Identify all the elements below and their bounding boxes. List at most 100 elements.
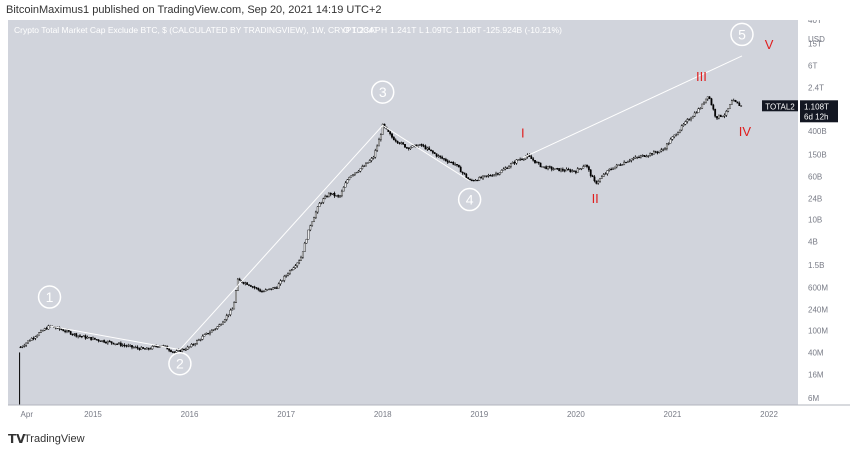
candle-body: [333, 193, 336, 197]
x-axis[interactable]: Apr 2015 2016 2017 2018 2019 2020 2021 2022: [8, 404, 850, 419]
y-axis[interactable]: 40T15T6T2.4T1T400B150B60B24B10B4B1.5B600…: [808, 20, 828, 403]
candle-body: [504, 167, 507, 170]
chart-plot-area[interactable]: [8, 20, 798, 405]
wave-label-4[interactable]: 4: [457, 187, 482, 212]
candle-body: [734, 100, 737, 103]
candle-body: [324, 196, 327, 199]
tradingview-logo-icon[interactable]: 𝗧𝗩: [8, 432, 26, 446]
candle-body: [370, 158, 373, 161]
market-cap-chart[interactable]: Crypto Total Market Cap Exclude BTC, $ (…: [0, 20, 850, 428]
y-tick-label: 4B: [808, 238, 818, 247]
candle-body: [699, 108, 702, 110]
candle-body: [723, 114, 726, 117]
candle-body: [84, 335, 87, 339]
candle-body: [418, 144, 421, 146]
trendline[interactable]: [179, 125, 384, 350]
trendlines: [49, 55, 743, 351]
wave-number: 1: [46, 289, 54, 305]
candle-body: [363, 165, 366, 168]
wave-label-3[interactable]: 3: [370, 80, 395, 104]
candle-body: [678, 129, 681, 133]
subwave-label-III[interactable]: III: [696, 69, 707, 84]
candle-body: [301, 251, 304, 258]
candle-body: [249, 285, 252, 287]
candle-body: [586, 164, 588, 167]
price-series: [19, 96, 743, 405]
y-tick-label: 240M: [808, 305, 828, 314]
candle-body: [543, 166, 546, 168]
candle-body: [604, 173, 607, 175]
candle-body: [602, 174, 605, 177]
price-tag-bg: [800, 100, 838, 123]
candle-body: [47, 325, 50, 330]
candle-body: [290, 269, 293, 271]
candle-body: [151, 346, 154, 350]
price-axis-area[interactable]: [798, 20, 850, 405]
subwave-label-II[interactable]: II: [592, 191, 599, 206]
candle-body: [101, 340, 104, 342]
subwave-label-V[interactable]: V: [765, 37, 774, 52]
candle-body: [732, 100, 735, 102]
candle-body: [703, 102, 705, 105]
ohlc-close-label: C: [446, 25, 452, 35]
candle-body: [298, 260, 301, 264]
candle-body: [279, 280, 282, 285]
candle-body: [589, 169, 592, 176]
candle-body: [521, 158, 523, 161]
candle-body: [695, 112, 698, 114]
candle-body: [574, 171, 577, 173]
footer-brand[interactable]: TradingView: [24, 433, 85, 445]
ohlc-high-value: 1.241T: [390, 25, 416, 35]
candle-body: [23, 345, 26, 347]
candle-body: [721, 115, 724, 118]
candle-body: [220, 324, 223, 326]
candle-body: [197, 339, 200, 341]
candle-body: [665, 143, 668, 149]
x-tick-label: 2021: [664, 410, 682, 419]
candle-body: [513, 162, 516, 164]
candle-body: [448, 161, 451, 164]
subwave-label-IV[interactable]: IV: [739, 124, 752, 139]
candle-body: [639, 155, 642, 158]
candle-body: [716, 116, 718, 119]
candle-body: [339, 195, 341, 197]
y-tick-label: 6T: [808, 62, 817, 71]
candle-body: [730, 100, 733, 105]
trendline[interactable]: [382, 125, 470, 182]
candle-body: [634, 156, 637, 159]
trendline[interactable]: [49, 325, 180, 351]
candle-body: [352, 174, 354, 176]
candle-body: [300, 257, 302, 261]
candle-body: [134, 346, 137, 349]
candle-body: [534, 160, 536, 163]
candle-body: [255, 287, 258, 289]
candle-body: [422, 145, 425, 147]
candle-body: [112, 342, 115, 345]
candle-body: [708, 96, 711, 99]
candle-body: [119, 342, 122, 346]
candle-body: [62, 329, 65, 332]
candle-body: [129, 345, 132, 347]
candle-body: [576, 168, 579, 173]
x-tick-label: 2018: [374, 410, 392, 419]
candle-body: [82, 335, 85, 337]
candle-body: [147, 347, 150, 350]
candle-body: [223, 319, 226, 323]
wave-label-1[interactable]: 1: [37, 285, 62, 309]
subwave-label-I[interactable]: I: [521, 126, 525, 141]
candle-body: [426, 147, 429, 150]
candle-body: [617, 164, 620, 166]
candle-body: [79, 335, 81, 337]
candle-body: [394, 139, 397, 142]
trendline[interactable]: [522, 55, 743, 159]
wave-label-2[interactable]: 2: [168, 351, 192, 376]
wave-label-5[interactable]: 5: [730, 22, 754, 47]
candle-body: [738, 102, 741, 106]
candle-body: [643, 155, 646, 157]
candle-body: [469, 178, 471, 181]
candle-body: [348, 177, 351, 180]
candle-body: [511, 162, 514, 165]
y-tick-label: 24B: [808, 195, 822, 204]
candle-body: [662, 149, 665, 151]
